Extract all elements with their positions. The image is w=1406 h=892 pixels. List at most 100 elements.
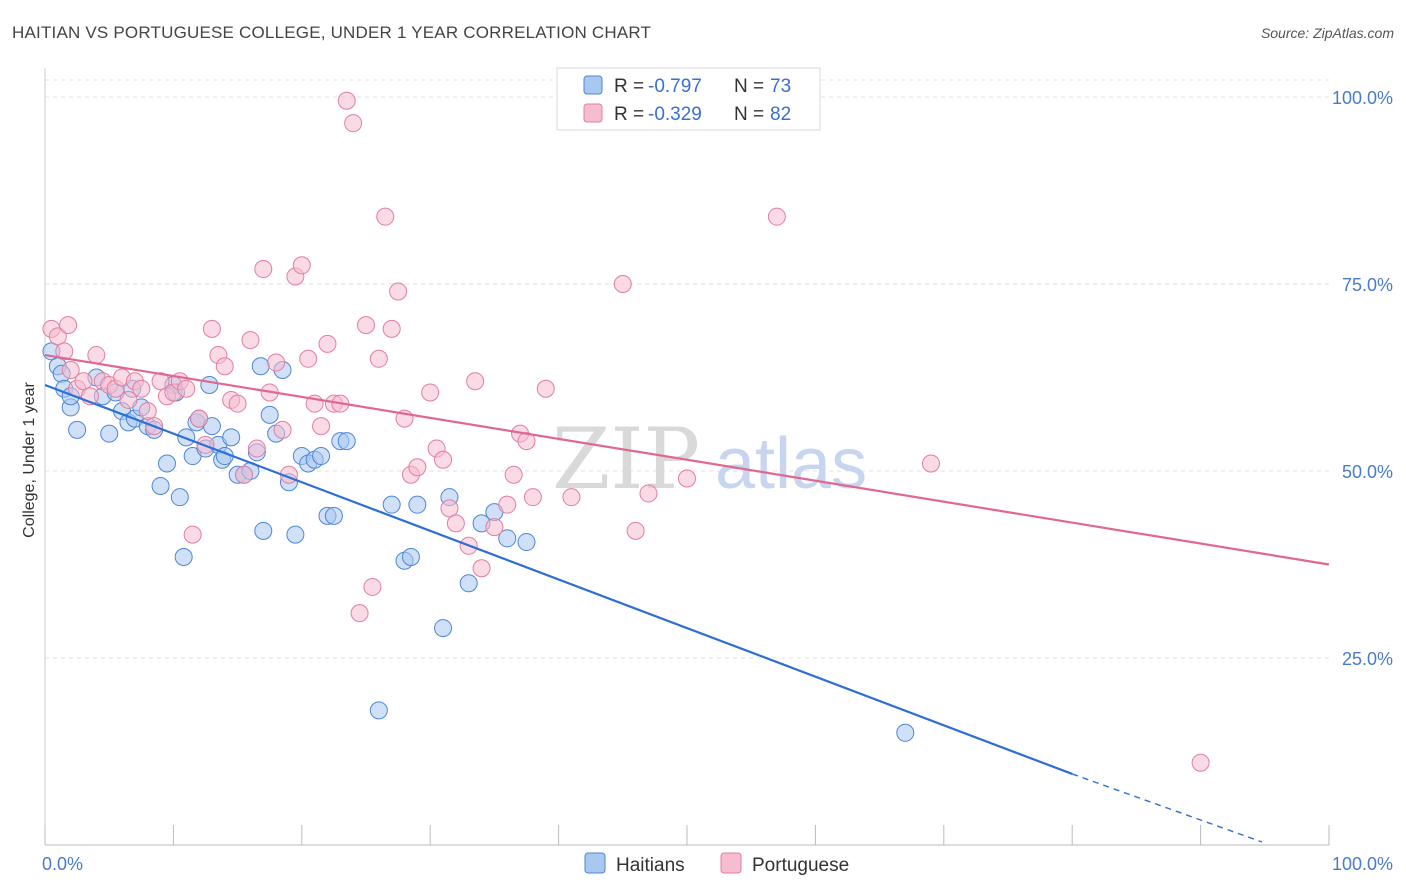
y-tick-label: 50.0%	[1342, 462, 1393, 482]
portuguese-point	[344, 114, 363, 133]
portuguese-point	[312, 417, 331, 436]
bottom-legend-swatch-portuguese	[720, 852, 742, 874]
legend-n-label-1: N =	[734, 76, 764, 97]
bottom-legend-label-haitians: Haitians	[616, 855, 685, 876]
haitian-point	[517, 533, 536, 552]
haitian-point	[251, 357, 270, 376]
portuguese-point	[190, 409, 209, 428]
legend-swatch-portuguese	[583, 103, 603, 123]
portuguese-point	[337, 91, 356, 110]
portuguese-point	[151, 372, 170, 391]
portuguese-point	[1191, 753, 1210, 772]
series-legend: Haitians Portuguese	[584, 852, 849, 876]
haitian-point	[337, 432, 356, 451]
haitian-point	[157, 454, 176, 473]
portuguese-point	[215, 357, 234, 376]
portuguese-point	[446, 514, 465, 533]
legend-n-label-2: N =	[734, 104, 764, 125]
bottom-legend-swatch-haitians	[584, 852, 606, 874]
portuguese-point	[247, 439, 266, 458]
y-axis-label: College, Under 1 year	[21, 382, 38, 538]
chart-title: HAITIAN VS PORTUGUESE COLLEGE, UNDER 1 Y…	[12, 23, 652, 42]
legend-r-value-1: -0.797	[648, 76, 702, 97]
portuguese-point	[273, 420, 292, 439]
legend-swatch-haitians	[583, 75, 603, 95]
x-tick-label-max: 100.0%	[1332, 854, 1393, 874]
trend-line-haitians	[44, 383, 1073, 775]
haitians-points	[42, 342, 915, 742]
legend-r-label-2: R =	[614, 104, 644, 125]
portuguese-point	[369, 349, 388, 368]
portuguese-point	[382, 319, 401, 338]
portuguese-point	[466, 372, 485, 391]
portuguese-point	[132, 379, 151, 398]
trend-line-extension-haitians	[1071, 773, 1263, 843]
portuguese-point	[523, 488, 542, 507]
portuguese-point	[613, 275, 632, 293]
haitian-point	[286, 525, 305, 544]
haitian-point	[459, 574, 478, 593]
grid-lines	[45, 79, 1329, 659]
portuguese-point	[48, 327, 67, 346]
portuguese-point	[434, 450, 453, 469]
portuguese-point	[357, 316, 375, 335]
portuguese-point	[498, 495, 517, 514]
haitian-point	[151, 476, 170, 495]
tick-labels: 25.0% 50.0% 75.0% 100.0% 0.0% 100.0%	[42, 88, 1393, 874]
portuguese-point	[626, 521, 645, 540]
portuguese-point	[55, 342, 74, 361]
haitian-point	[312, 447, 331, 466]
portuguese-point	[59, 316, 78, 335]
portuguese-point	[485, 518, 504, 537]
portuguese-point	[318, 334, 337, 353]
portuguese-point	[363, 577, 382, 596]
source-credit: Source: ZipAtlas.com	[1260, 25, 1394, 41]
portuguese-point	[639, 484, 658, 503]
portuguese-point	[504, 465, 523, 484]
haitian-point	[174, 548, 193, 567]
haitian-point	[408, 495, 427, 514]
portuguese-point	[921, 454, 940, 473]
trend-lines	[44, 353, 1330, 843]
portuguese-point	[177, 379, 196, 398]
portuguese-point	[767, 207, 786, 226]
haitian-point	[200, 375, 219, 394]
portuguese-point	[254, 260, 273, 279]
axes	[44, 68, 1330, 846]
haitian-point	[434, 619, 453, 638]
portuguese-point	[228, 394, 247, 413]
y-tick-label: 100.0%	[1332, 88, 1393, 108]
haitian-point	[401, 548, 420, 567]
portuguese-point	[202, 319, 221, 338]
haitian-point	[498, 529, 517, 548]
portuguese-point	[299, 349, 318, 368]
portuguese-point	[235, 465, 254, 484]
portuguese-point	[74, 372, 93, 391]
legend-r-label-1: R =	[614, 76, 644, 97]
y-tick-label: 25.0%	[1342, 649, 1393, 669]
y-tick-label: 75.0%	[1342, 275, 1393, 295]
portuguese-point	[472, 559, 491, 578]
portuguese-point	[376, 207, 395, 226]
portuguese-point	[138, 402, 157, 421]
trend-line-portuguese	[44, 353, 1330, 566]
haitian-point	[382, 495, 401, 514]
portuguese-point	[61, 361, 80, 380]
portuguese-point	[389, 282, 408, 301]
portuguese-point	[183, 525, 202, 544]
legend-r-value-2: -0.329	[648, 104, 702, 125]
portuguese-point	[536, 379, 555, 398]
bottom-legend-label-portuguese: Portuguese	[752, 855, 849, 876]
portuguese-point	[292, 256, 311, 275]
portuguese-point	[350, 604, 369, 623]
watermark: ZIP atlas	[552, 410, 867, 508]
haitian-point	[896, 723, 915, 742]
portuguese-point	[562, 488, 581, 507]
haitian-point	[369, 701, 388, 720]
portuguese-point	[678, 469, 696, 488]
haitian-point	[222, 428, 241, 447]
portuguese-point	[440, 499, 459, 518]
portuguese-point	[267, 353, 286, 372]
correlation-legend: R = -0.797 N = 73 R = -0.329 N = 82	[556, 67, 821, 131]
portuguese-point	[87, 346, 106, 365]
